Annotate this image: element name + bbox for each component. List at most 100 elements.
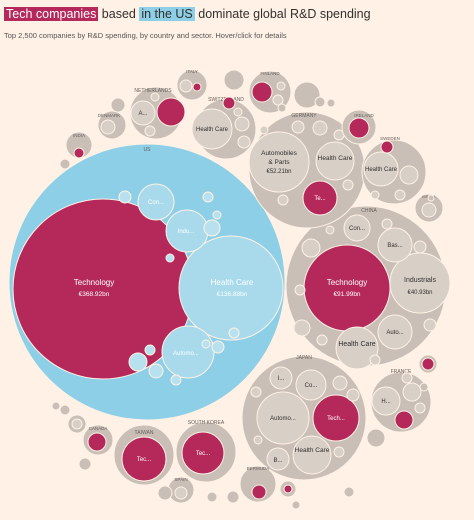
small-company-bubble[interactable] (293, 319, 311, 337)
small-company-bubble[interactable] (174, 486, 188, 500)
sector-bubble-us-consumer[interactable] (137, 183, 175, 221)
small-company-bubble[interactable] (237, 135, 251, 149)
small-country-bubble[interactable] (326, 98, 336, 108)
sector-bubble-india-technology[interactable] (73, 147, 85, 159)
small-company-bubble[interactable] (128, 352, 148, 372)
small-country-bubble[interactable] (110, 97, 126, 113)
small-company-bubble[interactable] (234, 116, 250, 132)
sector-bubble-finland-technology[interactable] (251, 81, 273, 103)
small-company-bubble[interactable] (203, 219, 221, 237)
small-company-bubble[interactable] (165, 253, 175, 263)
sector-bubble-japan-consumer[interactable] (295, 369, 327, 401)
sector-bubble-china-automobiles[interactable] (377, 314, 413, 350)
sector-bubble-germany-health-care[interactable] (315, 141, 355, 181)
small-country-bubble[interactable] (157, 485, 173, 501)
small-country-bubble[interactable] (59, 404, 71, 416)
small-company-bubble[interactable] (170, 374, 182, 386)
country-bubble-bermuda[interactable] (239, 465, 277, 503)
small-country-bubble[interactable] (223, 69, 245, 91)
small-country-bubble[interactable] (206, 491, 218, 503)
small-company-bubble[interactable] (414, 402, 426, 414)
small-country-bubble[interactable] (291, 500, 301, 510)
sector-bubble-japan-industrials[interactable] (269, 366, 293, 390)
small-company-bubble[interactable] (402, 382, 422, 402)
sector-bubble-france-technology[interactable] (394, 410, 414, 430)
small-company-bubble[interactable] (413, 240, 427, 254)
sector-bubble-japan-health-care[interactable] (292, 435, 332, 475)
sector-bubble-netherlands-other[interactable] (130, 100, 156, 126)
small-company-bubble[interactable] (421, 202, 437, 218)
sector-bubble-switzerland-health-care[interactable] (191, 108, 233, 150)
small-company-bubble[interactable] (253, 435, 263, 445)
small-company-bubble[interactable] (312, 120, 328, 136)
sector-bubble-bermuda-technology[interactable] (251, 484, 267, 500)
small-country-bubble[interactable] (78, 457, 92, 471)
sector-bubble-japan-technology[interactable] (312, 394, 360, 442)
sector-bubble-south-korea-technology[interactable] (181, 431, 225, 475)
small-company-bubble[interactable] (291, 120, 305, 134)
small-company-bubble[interactable] (201, 339, 211, 349)
small-company-bubble[interactable] (277, 194, 289, 206)
sector-bubble-china-technology[interactable] (303, 244, 391, 332)
small-company-bubble[interactable] (423, 318, 437, 332)
small-company-bubble[interactable] (294, 284, 306, 296)
small-country-bubble[interactable] (59, 158, 71, 170)
small-company-bubble[interactable] (259, 125, 269, 135)
small-company-bubble[interactable] (179, 79, 193, 93)
sector-bubble-canada-technology[interactable] (87, 432, 107, 452)
small-company-bubble[interactable] (144, 125, 156, 137)
small-company-bubble[interactable] (401, 372, 413, 384)
small-company-bubble[interactable] (100, 119, 116, 135)
small-company-bubble[interactable] (250, 386, 262, 398)
small-country-bubble[interactable] (51, 401, 61, 411)
small-company-bubble[interactable] (276, 81, 286, 91)
sector-bubble-small-technology[interactable] (421, 357, 435, 371)
small-company-bubble[interactable] (211, 340, 225, 354)
small-company-bubble[interactable] (118, 190, 132, 204)
small-country-bubble[interactable] (366, 428, 386, 448)
small-company-bubble[interactable] (333, 446, 345, 458)
small-company-bubble[interactable] (212, 210, 222, 220)
sector-bubble-small-technology[interactable] (283, 484, 293, 494)
small-company-bubble[interactable] (228, 327, 240, 339)
small-country-bubble[interactable] (293, 81, 321, 109)
small-company-bubble[interactable] (202, 191, 214, 203)
sector-bubble-sweden-technology[interactable] (380, 140, 394, 154)
sector-bubble-china-basic-materials[interactable] (377, 227, 413, 263)
sector-bubble-china-health-care[interactable] (335, 326, 379, 370)
small-company-bubble[interactable] (325, 225, 335, 235)
small-country-bubble[interactable] (419, 382, 429, 392)
sector-bubble-italy-small[interactable] (192, 82, 202, 92)
small-company-bubble[interactable] (381, 218, 393, 230)
small-company-bubble[interactable] (71, 418, 83, 430)
small-company-bubble[interactable] (272, 94, 284, 106)
sector-bubble-germany-technology[interactable] (302, 180, 338, 216)
small-country-bubble[interactable] (314, 96, 326, 108)
small-company-bubble[interactable] (369, 354, 381, 366)
small-country-bubble[interactable] (277, 103, 287, 113)
sector-bubble-ireland-health-care[interactable] (348, 117, 370, 139)
small-country-bubble[interactable] (226, 490, 240, 504)
small-company-bubble[interactable] (148, 363, 164, 379)
small-company-bubble[interactable] (394, 189, 406, 201)
small-company-bubble[interactable] (233, 107, 243, 117)
small-company-bubble[interactable] (332, 375, 348, 391)
small-company-bubble[interactable] (301, 238, 321, 258)
small-company-bubble[interactable] (342, 179, 354, 191)
sector-bubble-sweden-health-care[interactable] (363, 151, 399, 187)
sector-bubble-germany-automobiles[interactable] (248, 131, 310, 193)
small-company-bubble[interactable] (399, 165, 419, 185)
small-company-bubble[interactable] (150, 92, 160, 102)
sector-bubble-netherlands-technology[interactable] (156, 97, 186, 127)
sector-bubble-switzerland-small[interactable] (222, 96, 236, 110)
sector-bubble-japan-basic-materials[interactable] (266, 447, 290, 471)
sector-bubble-taiwan-technology[interactable] (121, 436, 167, 482)
small-company-bubble[interactable] (144, 344, 156, 356)
sector-bubble-japan-automobiles[interactable] (256, 391, 310, 445)
sector-bubble-france-health-care[interactable] (371, 386, 401, 416)
small-company-bubble[interactable] (316, 334, 328, 346)
small-company-bubble[interactable] (346, 388, 360, 402)
small-country-bubble[interactable] (427, 194, 435, 202)
small-company-bubble[interactable] (370, 190, 380, 200)
sector-bubble-us-health-care[interactable] (178, 235, 284, 341)
